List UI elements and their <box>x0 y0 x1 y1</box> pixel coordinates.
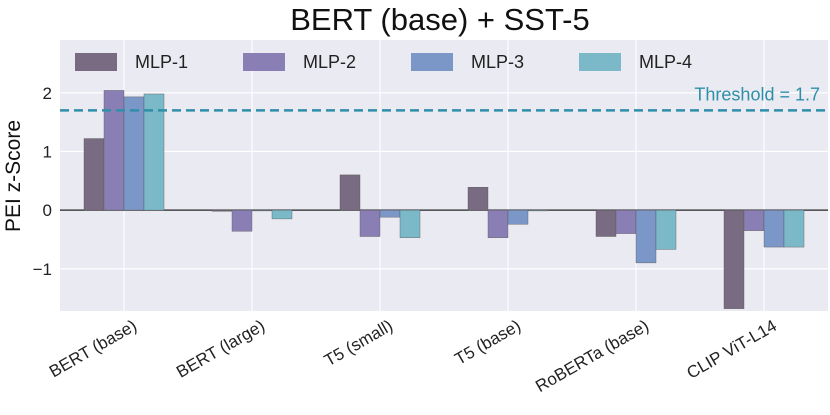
plot-background <box>60 40 828 311</box>
x-tick-label: T5 (base) <box>451 316 524 369</box>
y-axis-label: PEI z-Score <box>2 120 25 232</box>
y-tick-label: 0 <box>43 201 52 220</box>
chart-title: BERT (base) + SST-5 <box>290 2 590 37</box>
bar-mlp-4-5 <box>655 209 677 250</box>
bars <box>83 90 805 309</box>
bar-mlp-2-1 <box>103 90 125 211</box>
legend-label-mlp-1: MLP-1 <box>135 52 188 72</box>
x-tick-label: BERT (base) <box>46 316 140 381</box>
bar-mlp-4-6 <box>783 209 805 248</box>
y-tick-labels: −1 0 1 2 <box>33 84 52 279</box>
bar-mlp-3-5 <box>635 209 657 264</box>
x-tick-labels: BERT (base) BERT (large) T5 (small) T5 (bas… <box>46 316 780 396</box>
bar-mlp-1-5 <box>595 209 617 237</box>
legend: MLP-1 MLP-2 MLP-3 MLP-4 <box>75 52 692 72</box>
legend-label-mlp-4: MLP-4 <box>639 52 692 72</box>
threshold-label: Threshold = 1.7 <box>694 84 820 104</box>
bar-mlp-1-6 <box>723 209 745 309</box>
bar-mlp-2-4 <box>487 209 509 238</box>
bar-mlp-1-2 <box>211 209 233 212</box>
bar-mlp-3-2 <box>251 209 273 212</box>
y-tick-label: −1 <box>33 260 52 279</box>
bar-mlp-2-6 <box>743 209 765 231</box>
legend-label-mlp-2: MLP-2 <box>303 52 356 72</box>
legend-label-mlp-3: MLP-3 <box>471 52 524 72</box>
bar-mlp-2-2 <box>231 209 253 232</box>
legend-swatch-mlp-4 <box>579 53 621 71</box>
bar-mlp-2-3 <box>359 209 381 237</box>
bar-mlp-4-3 <box>399 209 421 238</box>
bar-mlp-3-1 <box>123 96 145 211</box>
bar-mlp-4-1 <box>143 93 165 211</box>
x-tick-label: RoBERTa (base) <box>532 316 652 396</box>
x-tick-label: T5 (small) <box>321 316 396 370</box>
bar-mlp-1-4 <box>467 187 489 211</box>
x-tick-label: CLIP ViT-L14 <box>683 316 780 383</box>
legend-swatch-mlp-1 <box>75 53 117 71</box>
legend-swatch-mlp-2 <box>243 53 285 71</box>
y-tick-label: 2 <box>43 84 52 103</box>
bar-mlp-2-5 <box>615 209 637 234</box>
bar-mlp-3-6 <box>763 209 785 248</box>
x-tick-label: BERT (large) <box>173 316 268 382</box>
bar-mlp-1-1 <box>83 138 105 211</box>
bar-mlp-4-4 <box>527 209 549 212</box>
bar-mlp-4-2 <box>271 209 293 220</box>
bar-mlp-1-3 <box>339 174 361 211</box>
bar-mlp-3-4 <box>507 209 529 225</box>
legend-swatch-mlp-3 <box>411 53 453 71</box>
y-tick-label: 1 <box>43 142 52 161</box>
bar-mlp-3-3 <box>379 209 401 218</box>
